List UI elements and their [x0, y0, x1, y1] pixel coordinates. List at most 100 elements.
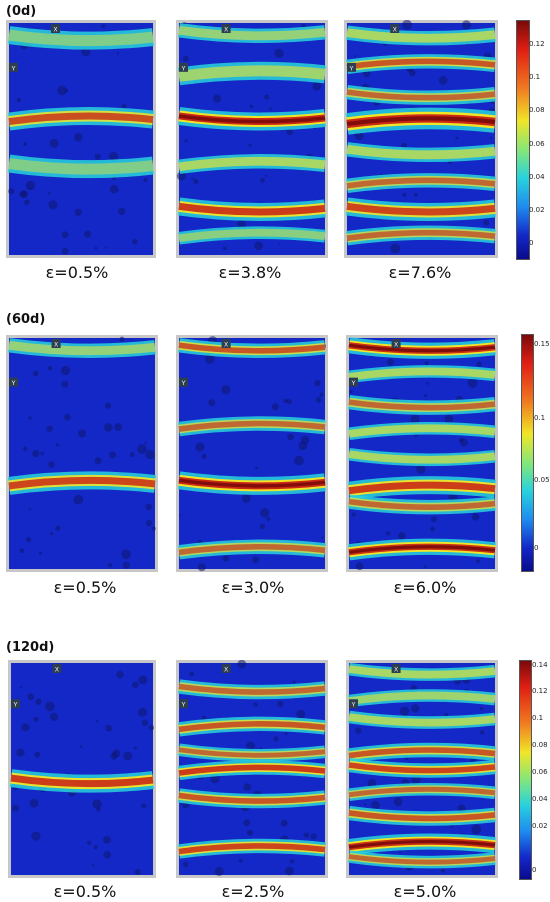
pore — [138, 675, 148, 685]
pore — [284, 731, 288, 735]
pore — [133, 746, 137, 750]
pore — [20, 686, 22, 689]
pore — [441, 868, 445, 873]
pore — [241, 493, 251, 503]
pore — [319, 392, 324, 397]
pore — [191, 177, 194, 180]
pore — [197, 563, 206, 572]
y-axis-letter: Y — [11, 381, 15, 387]
pore — [104, 402, 112, 409]
strain-band-mid — [178, 25, 326, 41]
pore — [60, 365, 71, 376]
x-axis-marker — [221, 664, 231, 673]
strain-band-mid — [348, 424, 496, 438]
pore — [177, 171, 186, 181]
pore — [292, 680, 296, 684]
pore — [122, 561, 130, 569]
pore — [95, 719, 99, 723]
pore — [223, 246, 227, 251]
y-axis-marker — [347, 62, 356, 72]
pore — [92, 864, 95, 867]
pore — [105, 724, 113, 732]
pore — [264, 94, 270, 100]
pore — [349, 389, 353, 394]
pore — [134, 869, 141, 875]
strain-band-core — [348, 481, 496, 495]
strain-band-peak — [178, 478, 326, 488]
strain-band-core — [178, 747, 326, 758]
pore — [189, 671, 195, 677]
pore — [78, 429, 87, 438]
group-label: (120d) — [6, 640, 55, 655]
colorbar-tick: 0.1 — [532, 714, 544, 722]
pore — [316, 397, 322, 403]
pore — [410, 414, 420, 424]
pore — [353, 55, 356, 58]
pore — [92, 799, 102, 809]
pore — [260, 747, 263, 750]
pore — [145, 503, 152, 511]
pore — [459, 438, 468, 447]
pore — [12, 804, 19, 812]
pore — [114, 423, 123, 432]
pore — [274, 48, 284, 58]
strain-band-mid — [348, 713, 496, 727]
pore — [49, 139, 59, 148]
pore — [280, 819, 288, 827]
pore — [108, 563, 113, 568]
strain-label: ε=6.0% — [393, 578, 457, 597]
pore — [179, 514, 182, 517]
pore — [31, 831, 41, 841]
pore — [145, 520, 152, 527]
pore — [193, 178, 199, 185]
strain-band-core — [10, 774, 154, 788]
pore — [363, 803, 367, 806]
pore — [16, 748, 25, 757]
y-axis-marker — [9, 377, 18, 387]
pore — [79, 745, 83, 748]
colorbar-60d: 0.15 0.1 0.05 0 — [518, 332, 550, 572]
pore — [73, 494, 84, 505]
y-axis-marker — [349, 699, 358, 709]
pore — [47, 365, 53, 371]
strain-band-mid — [178, 228, 326, 243]
strain-band-core — [348, 786, 496, 798]
pore — [32, 370, 39, 377]
pore — [411, 704, 420, 713]
pore — [438, 76, 448, 85]
strain-band-core — [348, 762, 496, 774]
strain-band-core — [348, 810, 496, 822]
pore — [87, 840, 91, 845]
pore — [430, 516, 437, 523]
strain-field-background — [179, 338, 325, 569]
pore — [314, 380, 321, 387]
pore — [109, 451, 117, 459]
pore — [296, 709, 306, 719]
pore — [182, 55, 189, 62]
strain-field-image: XY — [344, 20, 498, 258]
group-label: (0d) — [6, 4, 37, 19]
strain-band-core — [348, 498, 496, 510]
pore — [94, 153, 101, 160]
pore — [260, 178, 265, 183]
pore — [321, 536, 324, 539]
pore — [29, 798, 39, 808]
pore — [24, 199, 30, 206]
colorbar-tick: 0.08 — [532, 741, 548, 749]
strain-band-core — [346, 177, 496, 189]
x-axis-marker — [221, 339, 231, 348]
pore — [310, 833, 317, 840]
strain-band-core — [346, 89, 496, 101]
strain-field-image: XY — [176, 20, 328, 258]
group-60d: (60d) — [0, 305, 550, 605]
strain-band-peak — [348, 839, 496, 849]
strain-label: ε=3.0% — [221, 578, 285, 597]
colorbar-0d: 0.12 0.1 0.08 0.06 0.04 0.02 0 — [512, 18, 546, 260]
y-axis-marker — [179, 699, 188, 709]
strain-band-core — [8, 112, 154, 126]
x-axis-marker — [391, 339, 401, 348]
pore — [40, 451, 45, 456]
strain-band-peak — [348, 545, 496, 554]
